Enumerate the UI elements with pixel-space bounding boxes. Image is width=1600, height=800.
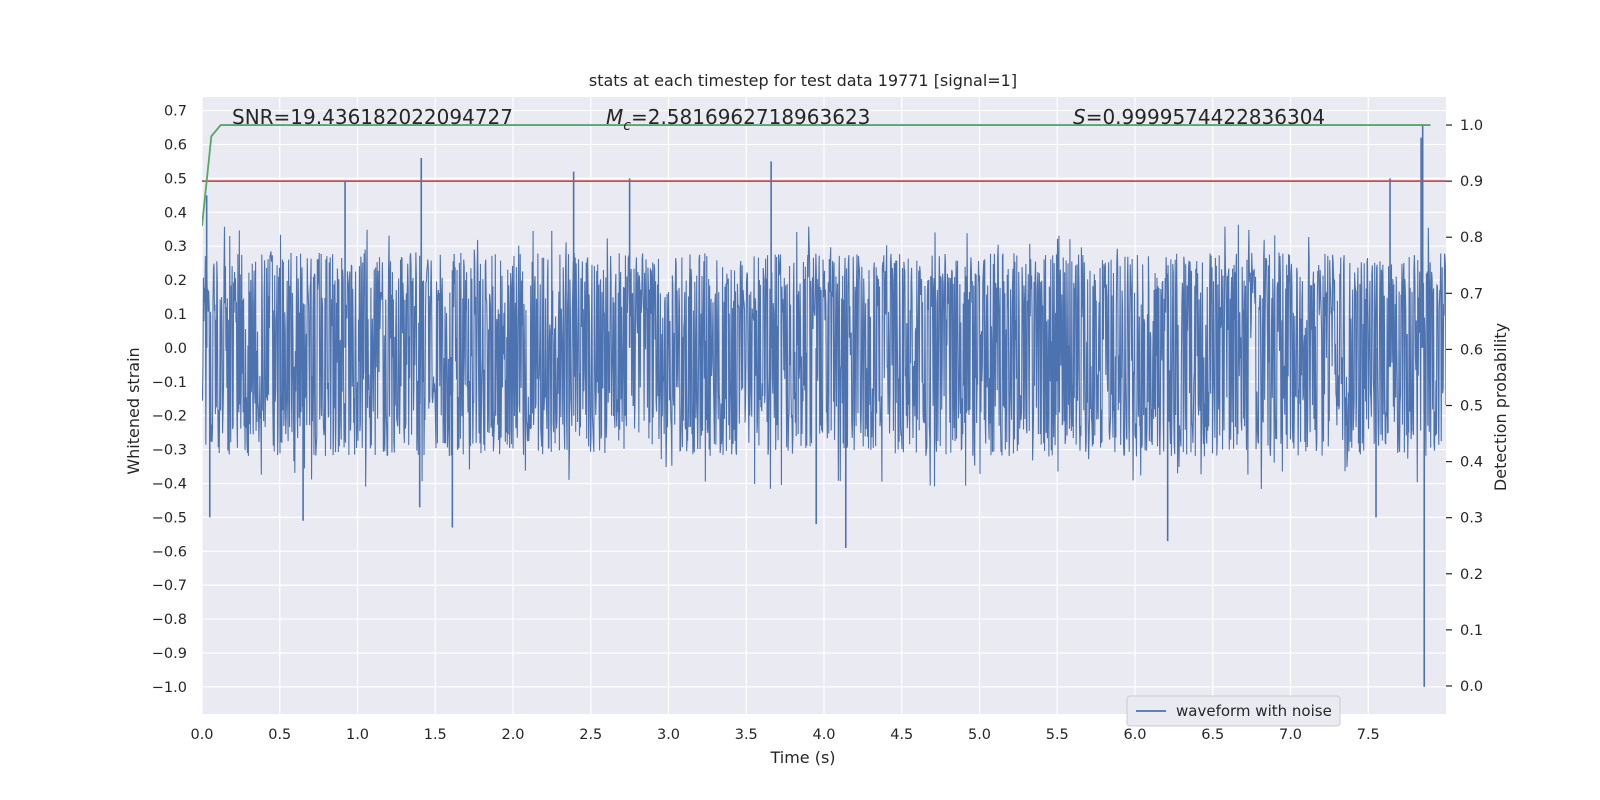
x-tick-label: 0.5 [268, 727, 291, 743]
x-tick-label: 0.0 [190, 727, 213, 743]
y2-tick-label: 0.1 [1460, 623, 1483, 639]
plot-area [202, 124, 1446, 687]
y2-tick-label: 0.7 [1460, 286, 1483, 302]
score-value: =0.9999574422836304 [1086, 105, 1325, 129]
y-tick-label: 0.3 [164, 239, 187, 255]
y2-tick-label: 1.0 [1460, 118, 1483, 134]
y-tick-label: −0.1 [152, 375, 187, 391]
y-tick-label: 0.6 [164, 137, 187, 153]
y2-tick-label: 0.0 [1460, 679, 1483, 695]
x-tick-label: 5.5 [1046, 727, 1069, 743]
detection-probability-line [202, 124, 1431, 227]
y2-tick-labels: 1.0 0.9 0.8 0.7 0.6 0.5 0.4 0.3 0.2 0.1 0.0 [1446, 118, 1483, 695]
x-tick-label: 7.0 [1279, 727, 1302, 743]
chart-title: stats at each timestep for test data 197… [589, 71, 1017, 90]
x-axis-label: Time (s) [769, 748, 835, 767]
y2-axis-label: Detection probability [1491, 323, 1510, 491]
y2-tick-label: 0.3 [1460, 511, 1483, 527]
x-tick-label: 3.5 [735, 727, 758, 743]
y-tick-label: 0.5 [164, 171, 187, 187]
legend-box [1126, 695, 1341, 727]
y-tick-label: −0.3 [152, 443, 187, 459]
x-tick-label: 1.5 [424, 727, 447, 743]
y2-tick-label: 0.4 [1460, 455, 1483, 471]
score-symbol: S [1073, 105, 1086, 129]
x-tick-label: 3.0 [657, 727, 680, 743]
legend-label-waveform: waveform with noise [1176, 702, 1332, 720]
y-axis-label: Whitened strain [124, 347, 143, 474]
legend: waveform with noise [1126, 695, 1341, 727]
y2-tick-label: 0.6 [1460, 342, 1483, 358]
y-tick-label: −0.4 [152, 476, 187, 492]
chirp-mass-subscript: c [623, 118, 631, 134]
y2-tick-label: 0.5 [1460, 399, 1483, 415]
y-tick-label: −0.6 [152, 544, 187, 560]
y-tick-labels: 0.7 0.6 0.5 0.4 0.3 0.2 0.1 0.0 −0.1 −0.2 −0.3 −0.4… [152, 104, 187, 696]
chirp-mass-value: =2.5816962718963623 [631, 105, 870, 129]
y-tick-label: 0.2 [164, 273, 187, 289]
y-tick-label: 0.7 [164, 104, 187, 120]
y-tick-label: 0.1 [164, 307, 187, 323]
y2-tick-label: 0.9 [1460, 174, 1483, 190]
y-tick-label: −1.0 [152, 680, 187, 696]
series-waveform-with-noise [202, 224, 1446, 489]
x-tick-labels: 0.0 0.5 1.0 1.5 2.0 2.5 3.0 3.5 4.0 4.5 5.0 5.5 6.0 6… [190, 727, 1379, 743]
y-tick-label: −0.8 [152, 612, 187, 628]
y-tick-label: −0.7 [152, 578, 187, 594]
y-tick-label: −0.9 [152, 646, 187, 662]
y-tick-label: 0.4 [164, 205, 187, 221]
chirp-mass-annotation: Mc=2.5816962718963623 [606, 105, 870, 134]
x-tick-label: 5.0 [968, 727, 991, 743]
y2-tick-label: 0.8 [1460, 230, 1483, 246]
x-tick-label: 6.0 [1123, 727, 1146, 743]
y2-tick-label: 0.2 [1460, 567, 1483, 583]
y-tick-label: −0.2 [152, 409, 187, 425]
y-tick-label: 0.0 [164, 341, 187, 357]
snr-annotation: SNR=19.436182022094727 [232, 105, 513, 129]
x-tick-label: 1.0 [346, 727, 369, 743]
score-annotation: S=0.9999574422836304 [1073, 105, 1325, 129]
x-tick-label: 7.5 [1357, 727, 1380, 743]
x-tick-label: 4.0 [812, 727, 835, 743]
chirp-mass-symbol: M [606, 105, 623, 129]
x-tick-label: 4.5 [890, 727, 913, 743]
x-tick-label: 2.5 [579, 727, 602, 743]
x-tick-label: 2.0 [501, 727, 524, 743]
x-tick-label: 6.5 [1201, 727, 1224, 743]
y-tick-label: −0.5 [152, 510, 187, 526]
